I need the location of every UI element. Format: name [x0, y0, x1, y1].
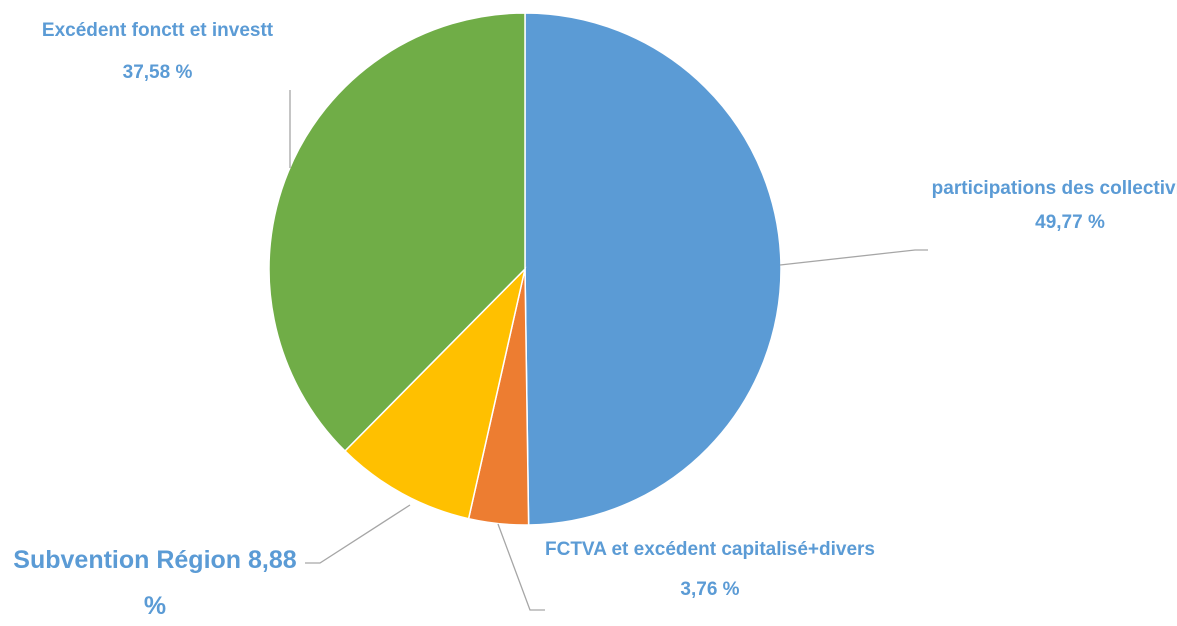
value-label: 37,58 % — [122, 62, 193, 83]
value-label: 49,77 % — [1035, 212, 1105, 233]
leader-line — [305, 504, 411, 564]
category-label: participations des collectivités — [931, 178, 1177, 199]
slice-label: Excédent fonctt et investt 37,58 % — [40, 10, 275, 94]
category-label: Subvention Région — [13, 546, 242, 574]
value-label: 3,76 % — [680, 579, 740, 600]
slice-label: participations des collectivités 49,77 % — [925, 172, 1177, 240]
leader-line — [779, 249, 928, 266]
pie-slice — [343, 266, 527, 520]
slices — [268, 12, 782, 526]
category-label: FCTVA et excédent capitalisé+divers — [545, 539, 875, 560]
pie-slice — [268, 12, 526, 453]
leader-line — [497, 523, 545, 611]
slice-label: FCTVA et excédent capitalisé+divers 3,76… — [545, 530, 875, 610]
category-label: Excédent fonctt et investt — [41, 20, 274, 41]
pie-slice — [524, 12, 782, 526]
value-label: 8,88 % — [143, 546, 297, 620]
slice-label: Subvention Région 8,88 % — [0, 537, 310, 626]
